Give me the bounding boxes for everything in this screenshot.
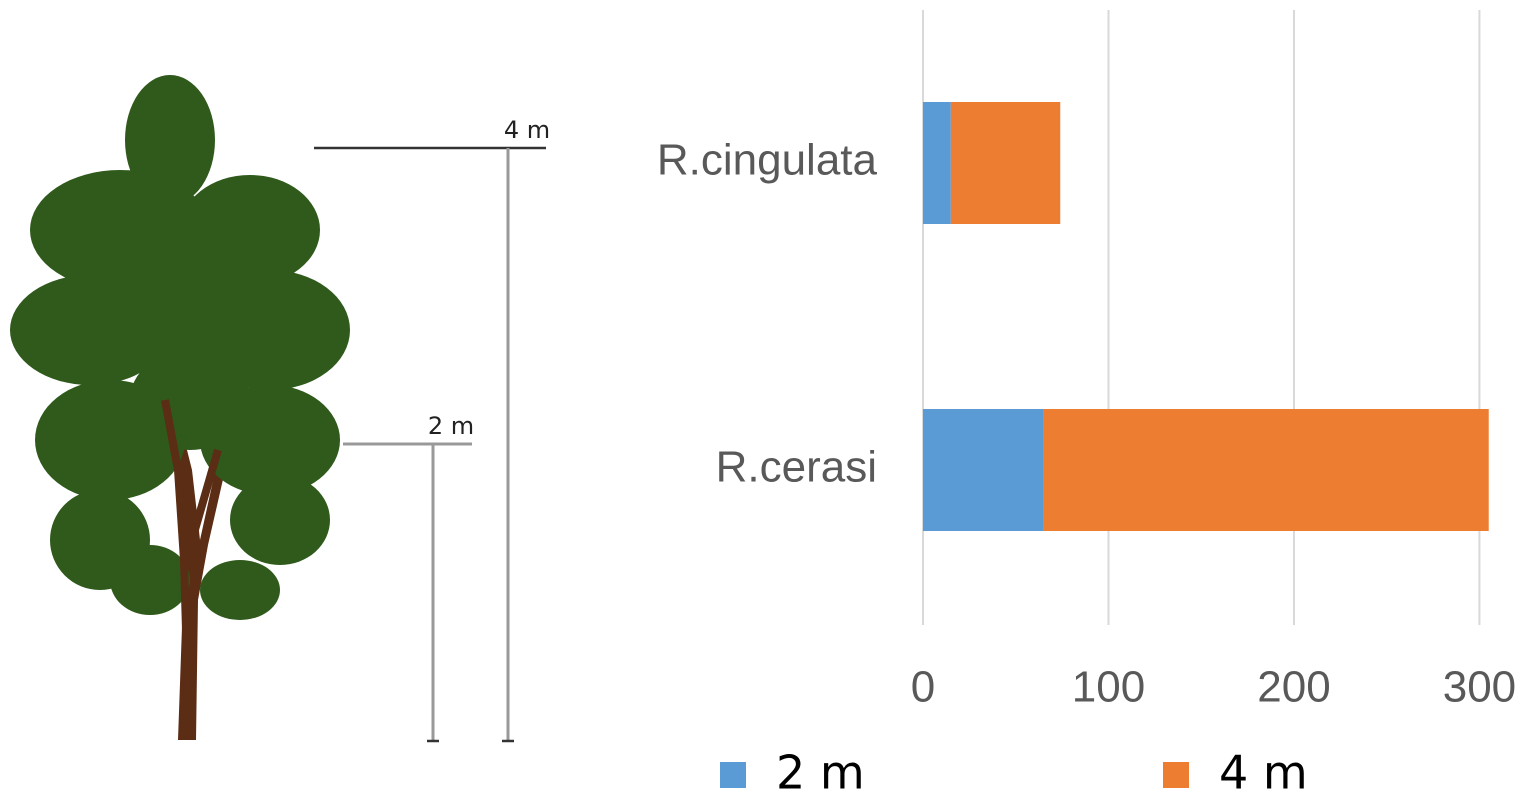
bar-segment (923, 409, 1044, 531)
legend-swatch (720, 762, 746, 788)
annotation: 4 m (504, 116, 550, 144)
chart: 0 100 200 300 R.cingulata R.cerasi 2 m 4 m (657, 10, 1516, 797)
legend-swatch (1163, 762, 1189, 788)
bar-segment (1044, 409, 1489, 531)
x-tick-label: 200 (1257, 663, 1330, 712)
annotation: 2 m (428, 412, 474, 440)
category-label: R.cerasi (716, 443, 877, 492)
bar-segment (951, 102, 1060, 224)
x-tick-label: 300 (1443, 663, 1516, 712)
x-tick-label: 0 (911, 663, 935, 712)
legend-label: 2 m (776, 746, 865, 797)
x-tick-label: 100 (1072, 663, 1145, 712)
bar-segment (923, 102, 951, 224)
tree-illustration: 4 m 2 m (10, 75, 550, 741)
category-label: R.cingulata (657, 136, 878, 185)
legend-label: 4 m (1219, 746, 1308, 797)
page: 4 m 2 m 0 100 200 300 R.cingulata R.cerasi 2 m… (0, 0, 1531, 797)
